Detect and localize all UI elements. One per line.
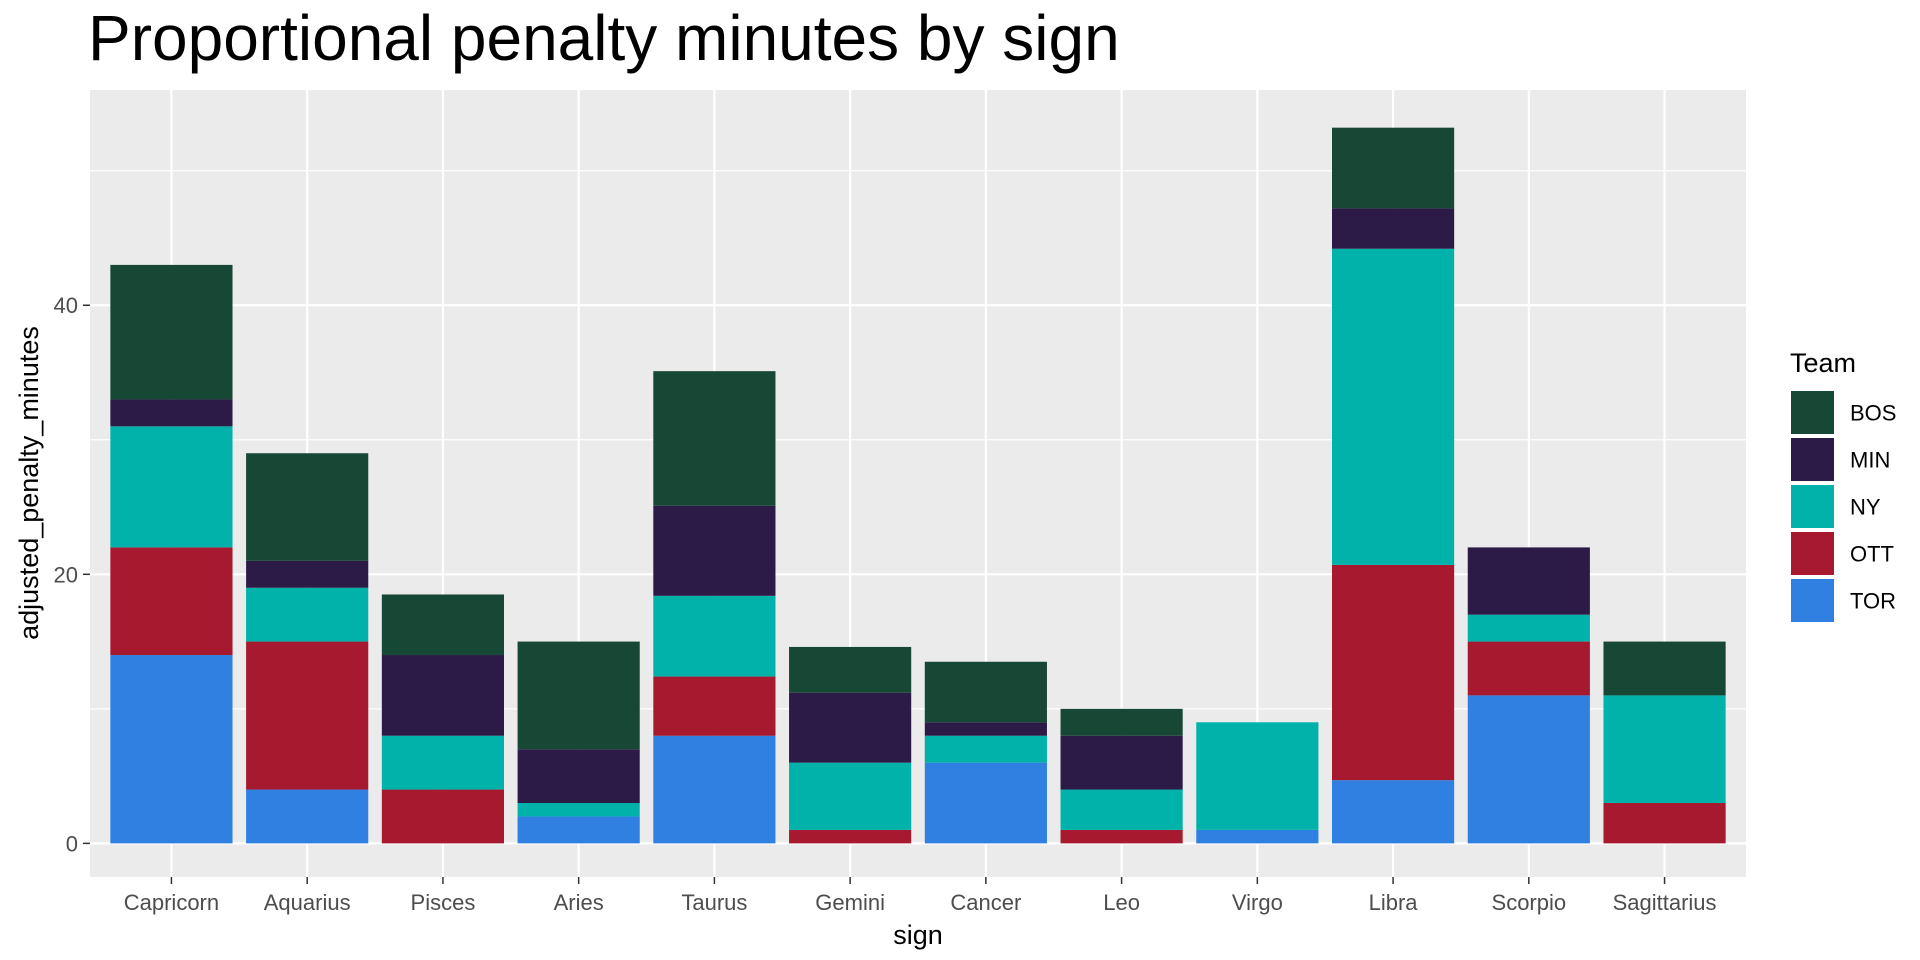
x-tick-label: Cancer bbox=[950, 890, 1021, 915]
bar-segment-ott bbox=[1603, 803, 1726, 844]
bar-segment-ott bbox=[1060, 829, 1183, 844]
bars bbox=[110, 127, 1726, 844]
bar-segment-bos bbox=[653, 371, 776, 506]
bar-segment-min bbox=[110, 399, 233, 427]
bar-segment-tor bbox=[517, 816, 640, 844]
legend-key-ott bbox=[1791, 532, 1834, 575]
bar-segment-min bbox=[924, 722, 1047, 736]
x-axis-ticks: Capricorn Aquarius Pisces Aries Taurus Gemini… bbox=[124, 877, 1717, 915]
legend-key-bos bbox=[1791, 391, 1834, 434]
legend-label-min: MIN bbox=[1850, 448, 1890, 473]
x-tick-label: Aries bbox=[554, 890, 604, 915]
legend: Team BOS MIN NY OTT TOR bbox=[1790, 348, 1896, 622]
bar-segment-ny bbox=[1332, 248, 1455, 565]
legend-key-tor bbox=[1791, 579, 1834, 622]
x-axis-title: sign bbox=[893, 920, 943, 950]
bar-segment-ny bbox=[381, 735, 504, 790]
bar-segment-ny bbox=[1060, 789, 1183, 830]
bar-segment-ny bbox=[246, 587, 369, 642]
x-tick-label: Taurus bbox=[681, 890, 747, 915]
bar-segment-min bbox=[1467, 547, 1590, 615]
x-tick-label: Pisces bbox=[411, 890, 476, 915]
legend-key-ny bbox=[1791, 485, 1834, 528]
bar-segment-ny bbox=[789, 762, 912, 830]
bar-segment-ny bbox=[924, 735, 1047, 763]
bar-segment-ott bbox=[1467, 641, 1590, 696]
bar-segment-min bbox=[789, 692, 912, 763]
x-tick-label: Scorpio bbox=[1492, 890, 1567, 915]
bar-segment-min bbox=[1332, 208, 1455, 249]
bar-segment-tor bbox=[653, 735, 776, 844]
bar-segment-bos bbox=[1603, 641, 1726, 696]
x-tick-label: Gemini bbox=[815, 890, 885, 915]
bar-segment-bos bbox=[789, 646, 912, 693]
x-tick-label: Libra bbox=[1369, 890, 1419, 915]
bar-segment-tor bbox=[110, 655, 233, 844]
legend-label-bos: BOS bbox=[1850, 401, 1896, 426]
x-tick-label: Capricorn bbox=[124, 890, 219, 915]
bar-segment-bos bbox=[1332, 127, 1455, 209]
legend-label-tor: TOR bbox=[1850, 589, 1896, 614]
bar-segment-min bbox=[653, 505, 776, 596]
bar-segment-min bbox=[381, 655, 504, 736]
bar-segment-tor bbox=[1332, 780, 1455, 844]
y-tick-label: 20 bbox=[54, 562, 78, 587]
bar-segment-bos bbox=[924, 661, 1047, 723]
bar-segment-ott bbox=[653, 676, 776, 736]
bar-segment-ott bbox=[246, 641, 369, 790]
bar-segment-min bbox=[1060, 735, 1183, 790]
bar-segment-min bbox=[517, 749, 640, 804]
x-tick-label: Leo bbox=[1103, 890, 1140, 915]
legend-label-ott: OTT bbox=[1850, 542, 1894, 567]
y-tick-label: 0 bbox=[66, 831, 78, 856]
bar-segment-ott bbox=[789, 829, 912, 844]
bar-segment-ny bbox=[1603, 695, 1726, 804]
bar-segment-tor bbox=[246, 789, 369, 844]
chart-title: Proportional penalty minutes by sign bbox=[88, 2, 1120, 74]
x-tick-label: Aquarius bbox=[264, 890, 351, 915]
y-tick-label: 40 bbox=[54, 293, 78, 318]
legend-label-ny: NY bbox=[1850, 495, 1881, 520]
bar-segment-tor bbox=[1196, 829, 1319, 844]
bar-segment-bos bbox=[110, 264, 233, 400]
legend-key-min bbox=[1791, 438, 1834, 481]
bar-segment-tor bbox=[1467, 695, 1590, 844]
bar-segment-min bbox=[246, 560, 369, 588]
bar-segment-ny bbox=[1196, 722, 1319, 830]
bar-segment-ott bbox=[110, 547, 233, 656]
bar-segment-bos bbox=[246, 453, 369, 561]
y-axis-ticks: 0 20 40 bbox=[54, 293, 90, 856]
x-tick-label: Virgo bbox=[1232, 890, 1283, 915]
bar-segment-tor bbox=[924, 762, 1047, 844]
bar-segment-bos bbox=[381, 594, 504, 656]
bar-segment-ny bbox=[517, 803, 640, 817]
bar-segment-bos bbox=[517, 641, 640, 750]
y-axis-title: adjusted_penalty_minutes bbox=[14, 326, 44, 640]
x-tick-label: Sagittarius bbox=[1613, 890, 1717, 915]
legend-title: Team bbox=[1790, 348, 1856, 378]
bar-segment-ny bbox=[1467, 614, 1590, 642]
bar-segment-ott bbox=[381, 789, 504, 844]
bar-segment-ny bbox=[653, 595, 776, 677]
bar-segment-ott bbox=[1332, 564, 1455, 781]
bar-segment-bos bbox=[1060, 708, 1183, 736]
bar-segment-ny bbox=[110, 426, 233, 548]
